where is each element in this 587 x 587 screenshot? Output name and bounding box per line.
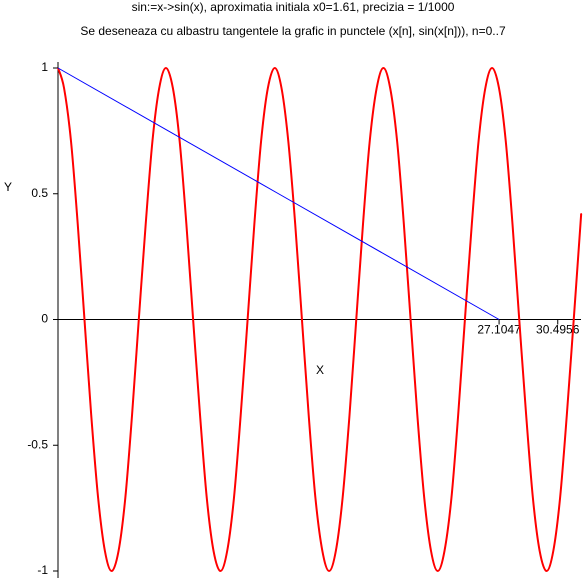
y-axis-label: Y bbox=[4, 180, 12, 194]
chart-subtitle: Se deseneaza cu albastru tangentele la g… bbox=[80, 24, 506, 38]
line-series bbox=[57, 66, 583, 573]
x-axis-label: X bbox=[316, 363, 324, 377]
chart-title: sin:=x->sin(x), aproximatia initiala x0=… bbox=[132, 0, 455, 14]
y-tick-label: 1 bbox=[41, 60, 48, 74]
x-tick-label: 27.1047 bbox=[477, 323, 521, 337]
y-tick-label: -0.5 bbox=[27, 437, 48, 451]
y-tick-label: 0.5 bbox=[31, 186, 48, 200]
y-tick-label: 0 bbox=[41, 312, 48, 326]
y-tick-label: -1 bbox=[37, 563, 48, 577]
line-series bbox=[57, 67, 500, 320]
x-tick-label: 30.4956 bbox=[536, 323, 580, 337]
